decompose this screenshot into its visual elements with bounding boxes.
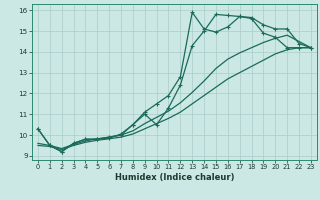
X-axis label: Humidex (Indice chaleur): Humidex (Indice chaleur) (115, 173, 234, 182)
